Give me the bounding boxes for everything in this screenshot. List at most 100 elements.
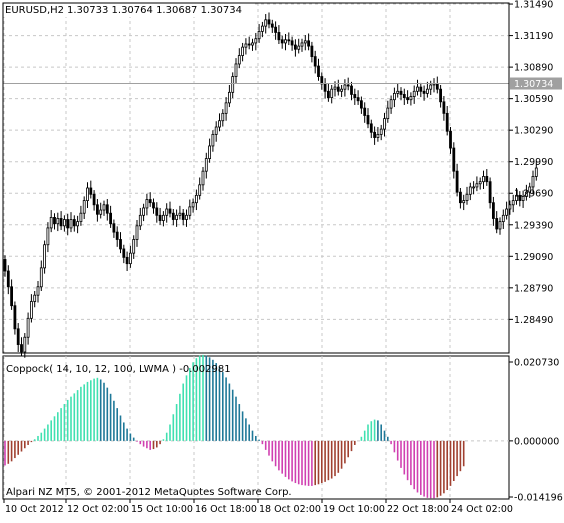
candle-body[interactable] <box>115 231 119 240</box>
candle-body[interactable] <box>122 248 126 258</box>
candle-body[interactable] <box>244 43 248 48</box>
candle-body[interactable] <box>29 301 33 319</box>
candle-body[interactable] <box>422 90 426 94</box>
candle-body[interactable] <box>191 202 195 208</box>
candle-body[interactable] <box>303 40 307 44</box>
candle-body[interactable] <box>260 25 264 32</box>
candle-body[interactable] <box>495 218 499 230</box>
candle-body[interactable] <box>369 123 373 133</box>
candle-body[interactable] <box>23 336 27 353</box>
candle-body[interactable] <box>254 38 258 44</box>
candle-body[interactable] <box>412 90 416 97</box>
candle-body[interactable] <box>76 221 79 227</box>
candle-body[interactable] <box>505 208 509 216</box>
candle-body[interactable] <box>89 187 93 195</box>
candle-body[interactable] <box>376 133 380 138</box>
candle-body[interactable] <box>234 63 238 77</box>
candle-body[interactable] <box>251 42 254 46</box>
candle-body[interactable] <box>178 212 182 216</box>
candle-body[interactable] <box>449 130 452 149</box>
candle-body[interactable] <box>59 218 63 227</box>
candle-body[interactable] <box>148 199 152 204</box>
candle-body[interactable] <box>287 39 291 42</box>
candle-body[interactable] <box>214 126 218 135</box>
candle-body[interactable] <box>323 83 327 92</box>
candle-body[interactable] <box>284 39 287 44</box>
candle-body[interactable] <box>92 193 96 206</box>
candle-body[interactable] <box>165 208 169 216</box>
candle-body[interactable] <box>152 202 155 209</box>
candle-body[interactable] <box>161 214 165 221</box>
candle-body[interactable] <box>472 186 476 189</box>
candle-body[interactable] <box>224 102 228 114</box>
candle-body[interactable] <box>392 92 396 101</box>
candle-body[interactable] <box>231 76 235 93</box>
candle-body[interactable] <box>320 76 324 85</box>
candle-body[interactable] <box>211 133 215 147</box>
candle-body[interactable] <box>221 112 225 122</box>
candle-body[interactable] <box>488 181 492 204</box>
candle-body[interactable] <box>20 344 23 353</box>
candle-body[interactable] <box>280 39 284 44</box>
candle-body[interactable] <box>452 147 456 172</box>
candle-body[interactable] <box>356 97 360 102</box>
candle-body[interactable] <box>119 239 122 250</box>
candle-body[interactable] <box>155 207 159 216</box>
candle-body[interactable] <box>435 83 439 90</box>
candle-body[interactable] <box>135 225 139 240</box>
candle-body[interactable] <box>128 252 132 265</box>
candle-body[interactable] <box>257 30 261 40</box>
coppock-histogram[interactable] <box>4 354 465 499</box>
candle-body[interactable] <box>353 94 357 98</box>
candle-body[interactable] <box>171 212 175 220</box>
candle-body[interactable] <box>158 214 162 221</box>
candle-body[interactable] <box>511 200 515 206</box>
candle-body[interactable] <box>468 186 472 195</box>
candle-body[interactable] <box>277 32 281 41</box>
candle-body[interactable] <box>343 84 347 90</box>
candle-body[interactable] <box>366 115 370 125</box>
candle-body[interactable] <box>300 42 304 47</box>
candle-body[interactable] <box>534 167 538 177</box>
candle-body[interactable] <box>194 194 198 204</box>
candle-body[interactable] <box>491 202 495 219</box>
candle-body[interactable] <box>56 218 60 225</box>
candle-body[interactable] <box>462 200 466 204</box>
candle-body[interactable] <box>33 294 37 302</box>
candle-body[interactable] <box>465 193 469 201</box>
candle-body[interactable] <box>432 83 436 86</box>
candle-body[interactable] <box>409 96 413 101</box>
candle-body[interactable] <box>373 131 377 138</box>
candle-body[interactable] <box>39 267 43 288</box>
candle-body[interactable] <box>406 97 410 101</box>
candle-body[interactable] <box>363 107 367 116</box>
candle-body[interactable] <box>359 100 363 109</box>
candle-body[interactable] <box>86 187 89 201</box>
candle-body[interactable] <box>521 195 525 201</box>
candle-body[interactable] <box>198 184 202 196</box>
candle-body[interactable] <box>290 40 294 46</box>
candle-body[interactable] <box>458 191 462 204</box>
candle-body[interactable] <box>10 286 14 307</box>
candle-body[interactable] <box>501 214 505 223</box>
candle-body[interactable] <box>498 221 502 230</box>
candle-body[interactable] <box>307 40 311 47</box>
candle-body[interactable] <box>485 176 489 183</box>
candle-body[interactable] <box>525 191 528 197</box>
candle-body[interactable] <box>79 212 83 223</box>
candle-body[interactable] <box>218 120 221 128</box>
candle-body[interactable] <box>36 286 40 296</box>
candle-body[interactable] <box>274 26 278 33</box>
candle-body[interactable] <box>386 107 390 120</box>
candle-body[interactable] <box>82 200 86 214</box>
candle-body[interactable] <box>138 214 142 227</box>
candle-body[interactable] <box>531 176 535 188</box>
candle-body[interactable] <box>63 219 66 227</box>
candle-body[interactable] <box>383 118 386 130</box>
candle-body[interactable] <box>336 86 340 92</box>
candle-body[interactable] <box>46 227 50 246</box>
candle-body[interactable] <box>247 43 251 46</box>
candle-body[interactable] <box>515 194 518 201</box>
candle-body[interactable] <box>317 65 320 77</box>
